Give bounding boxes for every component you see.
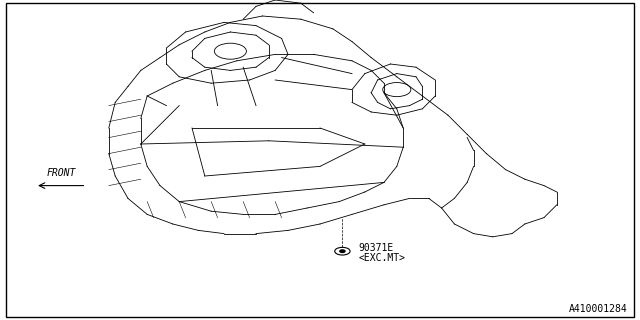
Text: A410001284: A410001284 (568, 304, 627, 314)
Text: FRONT: FRONT (46, 168, 76, 178)
Text: <EXC.MT>: <EXC.MT> (358, 252, 405, 263)
Text: 90371E: 90371E (358, 243, 394, 253)
Circle shape (340, 250, 345, 252)
